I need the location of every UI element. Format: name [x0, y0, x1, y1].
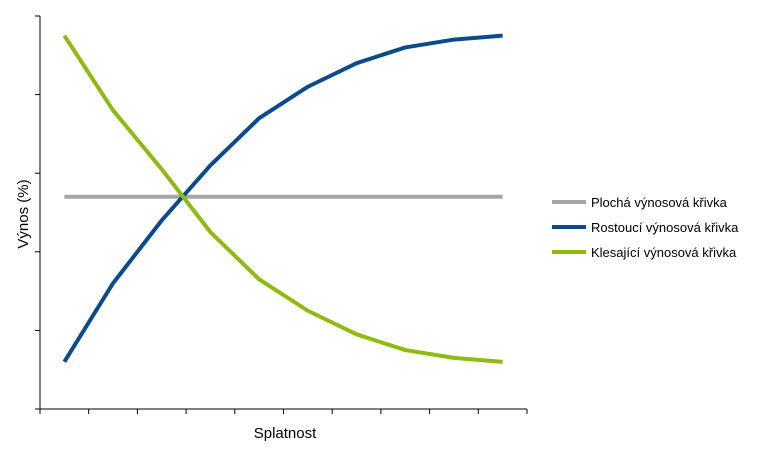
series-lines: [62, 33, 503, 364]
axes: [35, 15, 528, 414]
y-axis-title: Výnos (%): [15, 179, 32, 248]
legend-label-2: Rostoucí výnosová křivka: [591, 220, 739, 235]
legend: Plochá výnosová křivka Rostoucí výnosová …: [552, 195, 739, 260]
legend-label-3: Klesající výnosová křivka: [591, 245, 737, 260]
x-axis-title: Splatnost: [254, 425, 317, 442]
series-line-3: [62, 34, 503, 364]
series-line-2: [62, 33, 503, 363]
legend-label-1: Plochá výnosová křivka: [591, 195, 728, 210]
